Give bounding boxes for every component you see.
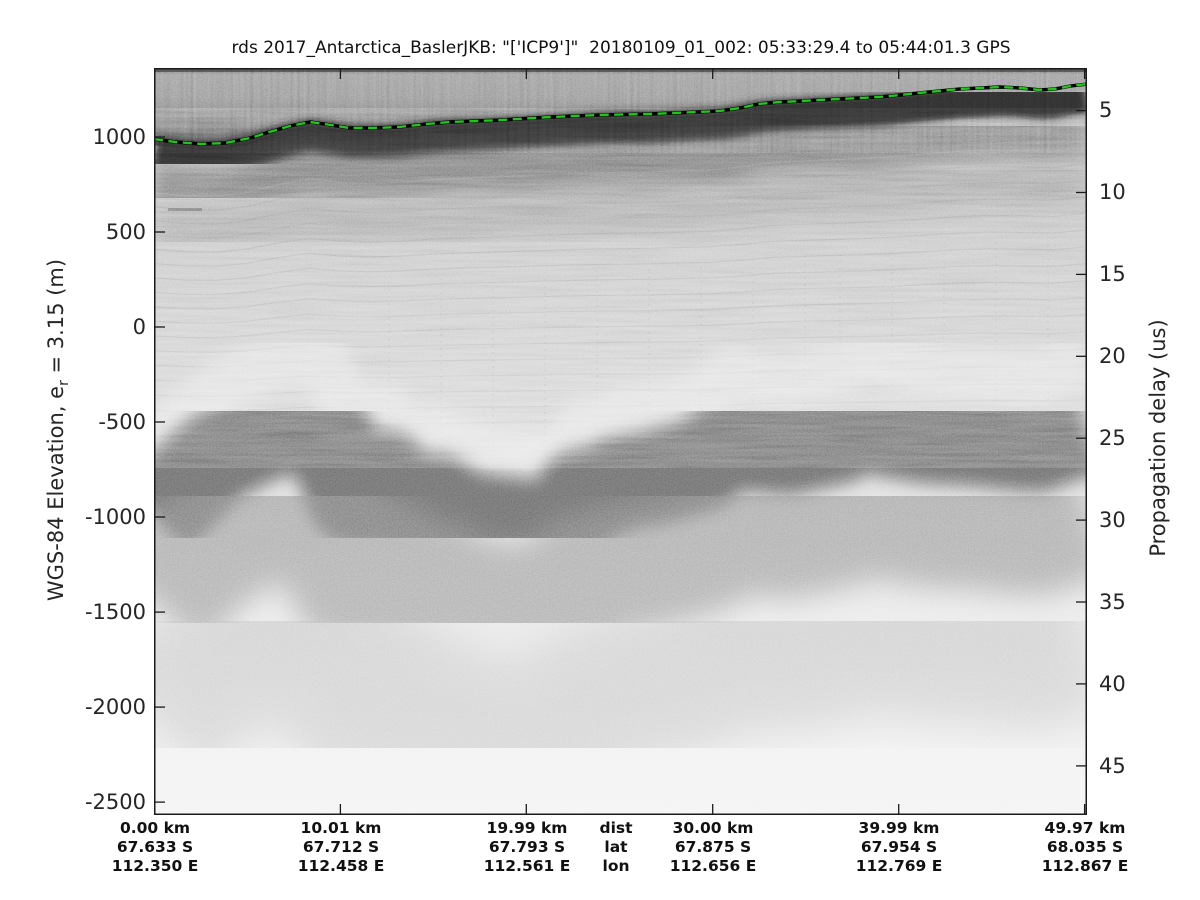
x-lat-0: 67.633 S — [116, 838, 194, 856]
radargram-image — [154, 68, 1087, 815]
x-tick-col-3: 30.00 km 67.875 S 112.656 E — [643, 819, 783, 876]
x-lat-4: 67.954 S — [860, 838, 938, 856]
x-row-header-lon: lon — [602, 857, 630, 875]
x-km-3: 30.00 km — [672, 819, 754, 837]
x-tick-col-0: 0.00 km 67.633 S 112.350 E — [85, 819, 225, 876]
x-lon-0: 112.350 E — [111, 857, 199, 875]
left-tick--1000: -1000 — [84, 505, 146, 529]
left-tick--1500: -1500 — [84, 600, 146, 624]
x-km-1: 10.01 km — [300, 819, 382, 837]
right-tick-45: 45 — [1099, 754, 1126, 778]
right-tick-30: 30 — [1099, 508, 1126, 532]
right-tick-5: 5 — [1099, 98, 1113, 122]
x-lon-1: 112.458 E — [297, 857, 385, 875]
x-lat-2: 67.793 S — [488, 838, 566, 856]
chart-title: rds 2017_Antarctica_BaslerJKB: "['ICP9']… — [231, 38, 1011, 58]
left-tick-0: 0 — [132, 315, 146, 339]
x-km-2: 19.99 km — [486, 819, 568, 837]
x-lon-5: 112.867 E — [1041, 857, 1129, 875]
right-tick-25: 25 — [1099, 426, 1126, 450]
x-lon-3: 112.656 E — [669, 857, 757, 875]
x-km-5: 49.97 km — [1044, 819, 1126, 837]
right-tick-10: 10 — [1099, 180, 1126, 204]
right-tick-20: 20 — [1099, 344, 1126, 368]
x-tick-col-1: 10.01 km 67.712 S 112.458 E — [271, 819, 411, 876]
left-axis-label-sub: r — [56, 380, 73, 386]
right-tick-15: 15 — [1099, 262, 1126, 286]
x-lon-2: 112.561 E — [483, 857, 571, 875]
x-tick-col-5: 49.97 km 68.035 S 112.867 E — [1015, 819, 1155, 876]
x-row-header-lat: lat — [604, 838, 628, 856]
left-tick-500: 500 — [105, 220, 146, 244]
left-tick--2000: -2000 — [84, 695, 146, 719]
x-km-0: 0.00 km — [119, 819, 191, 837]
radargram-plot — [154, 68, 1087, 815]
left-tick--500: -500 — [98, 410, 146, 434]
left-tick-1000: 1000 — [92, 125, 146, 149]
x-lon-4: 112.769 E — [855, 857, 943, 875]
x-row-headers: dist lat lon — [576, 819, 656, 876]
x-lat-3: 67.875 S — [674, 838, 752, 856]
left-tick--2500: -2500 — [84, 790, 146, 814]
x-lat-5: 68.035 S — [1046, 838, 1124, 856]
x-tick-col-4: 39.99 km 67.954 S 112.769 E — [829, 819, 969, 876]
right-tick-40: 40 — [1099, 672, 1126, 696]
x-lat-1: 67.712 S — [302, 838, 380, 856]
x-tick-col-2: 19.99 km 67.793 S 112.561 E — [457, 819, 597, 876]
x-row-header-dist: dist — [599, 819, 633, 837]
x-km-4: 39.99 km — [858, 819, 940, 837]
right-tick-35: 35 — [1099, 590, 1126, 614]
